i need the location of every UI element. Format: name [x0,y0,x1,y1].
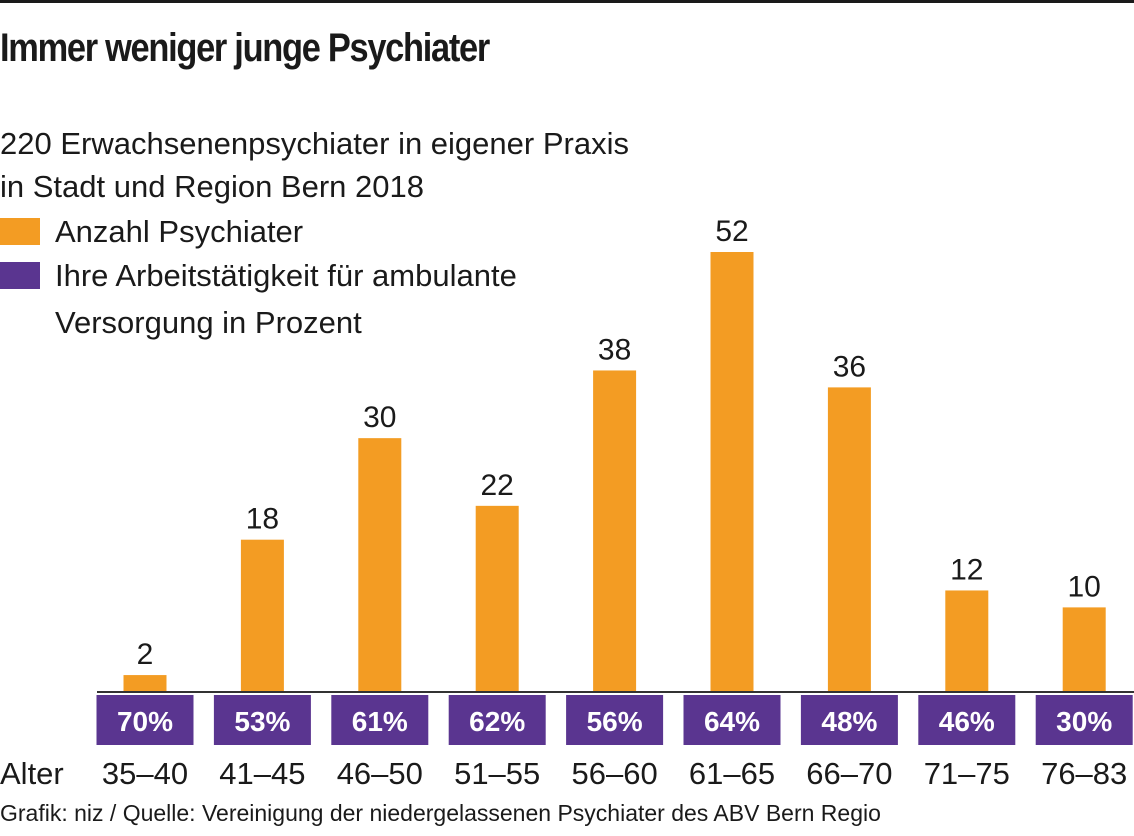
percent-box [331,695,429,745]
chart-title: Immer weniger junge Psychiater [0,26,490,70]
percent-label: 61% [352,706,408,737]
x-tick-label: 41–45 [219,756,305,791]
bar-value-label: 22 [481,469,514,502]
x-axis-label: Alter [0,756,64,791]
percent-box [448,695,546,745]
percent-box [213,695,311,745]
bar-count [710,252,754,692]
x-tick-label: 76–83 [1041,756,1127,791]
subtitle-line-2: in Stadt und Region Bern 2018 [0,169,424,204]
bar-count [1062,607,1106,692]
x-tick-label: 61–65 [689,756,775,791]
bar-count [593,370,637,692]
bar-value-label: 30 [363,401,396,434]
bar-value-label: 18 [246,503,279,536]
percent-label: 56% [587,706,643,737]
x-tick-label: 56–60 [571,756,657,791]
bar-value-label: 52 [715,215,748,248]
legend-swatch-purple [0,262,40,289]
percent-box [1035,695,1133,745]
percent-label: 53% [234,706,290,737]
percent-label: 70% [117,706,173,737]
legend-label-orange: Anzahl Psychiater [55,214,304,249]
legend-label-purple-2: Versorgung in Prozent [55,305,362,340]
percent-label: 30% [1056,706,1112,737]
bar-value-label: 10 [1068,570,1101,603]
top-rule [0,0,1134,3]
percent-label: 62% [469,706,525,737]
x-tick-label: 66–70 [806,756,892,791]
percent-box [683,695,781,745]
bar-count [475,505,519,692]
bar-count [240,539,284,692]
bar-value-label: 36 [833,350,866,383]
source-note: Grafik: niz / Quelle: Vereinigung der ni… [0,800,881,826]
bar-count [358,438,402,692]
bar-value-label: 38 [598,333,631,366]
x-tick-label: 46–50 [337,756,423,791]
bar-count [827,387,871,692]
percent-box [918,695,1016,745]
bar-value-label: 12 [950,553,983,586]
percent-box [800,695,898,745]
subtitle-line-1: 220 Erwachsenenpsychiater in eigener Pra… [0,126,629,161]
percent-label: 64% [704,706,760,737]
legend-swatch-orange [0,218,40,245]
percent-box [96,695,194,745]
percent-box [566,695,664,745]
x-tick-label: 35–40 [102,756,188,791]
legend-label-purple-1: Ihre Arbeitstätigkeit für ambulante [55,258,517,293]
bar-value-label: 2 [137,638,154,671]
percent-label: 46% [939,706,995,737]
bar-count [123,675,167,692]
x-tick-label: 51–55 [454,756,540,791]
bar-count [945,590,989,692]
x-tick-label: 71–75 [924,756,1010,791]
percent-label: 48% [821,706,877,737]
